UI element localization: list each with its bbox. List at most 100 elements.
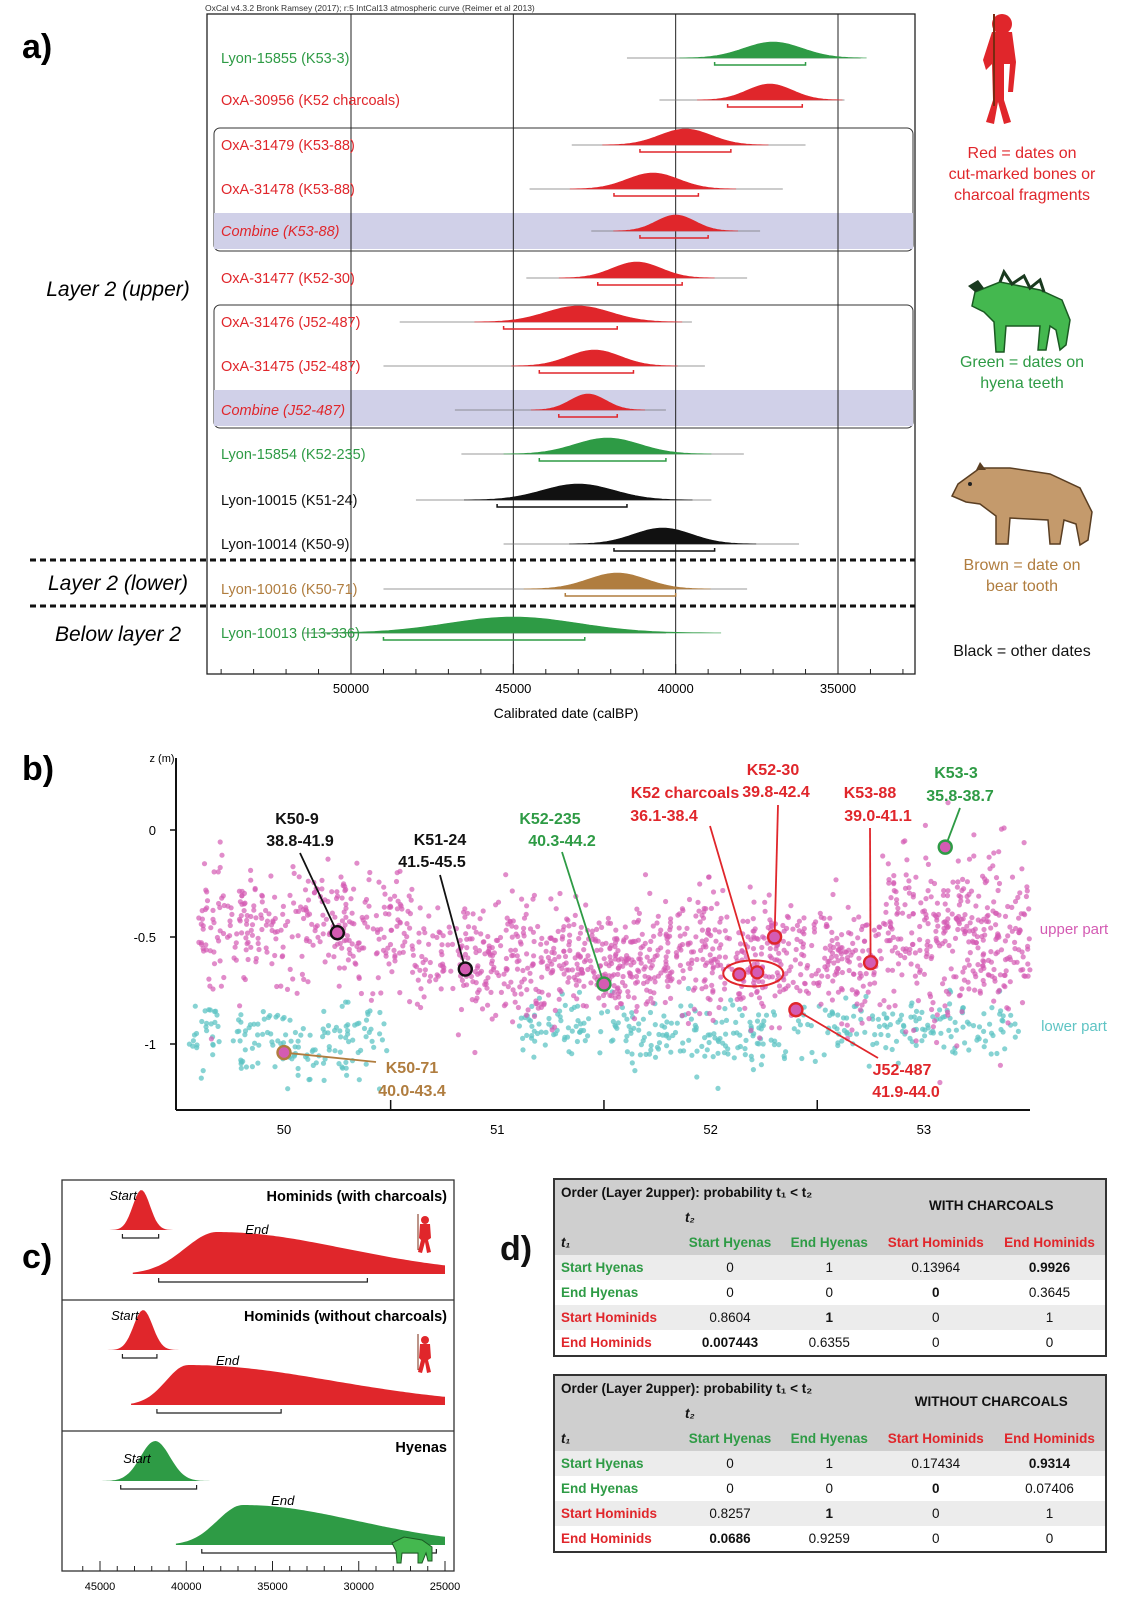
upper-part-point: [237, 918, 243, 924]
95-range-bracket: [502, 326, 618, 330]
upper-part-point: [815, 967, 822, 974]
lower-part-point: [575, 1003, 581, 1009]
upper-part-point: [892, 944, 898, 951]
upper-part-point: [960, 969, 966, 975]
upper-part-point: [426, 941, 432, 947]
upper-part-point: [356, 947, 362, 953]
upper-part-point: [724, 935, 730, 941]
upper-part-point: [383, 950, 389, 956]
table-cell: 1: [781, 1305, 878, 1330]
upper-part-point: [571, 974, 577, 981]
upper-part-point: [587, 958, 593, 964]
lower-part-point: [581, 1027, 587, 1034]
upper-part-point: [930, 1024, 937, 1030]
upper-part-point: [407, 911, 413, 917]
upper-part-point: [589, 928, 596, 934]
lower-part-point: [543, 1029, 549, 1035]
upper-part-point: [887, 919, 893, 925]
upper-part-point: [835, 989, 842, 995]
upper-part-point: [966, 962, 972, 968]
lower-part-point: [628, 1027, 634, 1033]
lower-part-point: [230, 1038, 236, 1044]
upper-part-point: [418, 986, 424, 992]
lower-part-point: [835, 1012, 841, 1018]
sample-label: OxA-31475 (J52-487): [221, 359, 360, 375]
upper-part-point: [935, 923, 941, 929]
upper-part-point: [358, 990, 364, 997]
end-range-bracket: [158, 1278, 368, 1283]
upper-part-point: [813, 919, 819, 925]
lower-part-point: [843, 995, 849, 1001]
upper-part-point: [1021, 840, 1027, 846]
upper-part-point: [839, 969, 846, 976]
upper-part-point: [282, 922, 289, 929]
upper-part-point: [491, 950, 497, 956]
lower-part-point: [656, 1040, 663, 1046]
lower-part-point: [795, 1029, 801, 1035]
upper-part-point: [345, 957, 351, 963]
upper-part-point: [341, 965, 347, 971]
upper-part-point: [915, 963, 921, 969]
upper-part-point: [899, 972, 905, 978]
upper-part-point: [991, 998, 997, 1004]
upper-part-point: [430, 933, 436, 939]
lower-part-point: [238, 1012, 244, 1018]
lower-part-point: [339, 1003, 345, 1009]
95-range-bracket: [496, 504, 628, 508]
lower-part-point: [268, 1031, 274, 1037]
upper-part-point: [710, 889, 717, 895]
upper-part-point: [419, 953, 425, 960]
upper-part-point: [927, 943, 933, 949]
lower-part-point: [295, 1072, 301, 1078]
upper-part-point: [635, 917, 642, 923]
upper-part-point: [221, 974, 227, 981]
sample-range: 35.8-38.7: [926, 788, 994, 805]
lower-part-point: [835, 1040, 841, 1046]
upper-part-point: [713, 938, 719, 944]
lower-part-point: [210, 1042, 216, 1048]
upper-part-point: [525, 1007, 531, 1013]
lower-part-point: [655, 1046, 662, 1052]
lower-part-point: [805, 1021, 811, 1028]
upper-part-point: [471, 925, 477, 931]
lower-part-point: [759, 1022, 765, 1028]
upper-part-point: [955, 879, 961, 885]
upper-part-point: [623, 960, 629, 966]
upper-part-point: [553, 906, 559, 912]
upper-part-point: [414, 1001, 420, 1007]
upper-part-point: [722, 980, 728, 986]
panel-c-frame: [61, 1179, 455, 1572]
upper-part-point: [750, 916, 756, 922]
upper-part-point: [682, 931, 688, 937]
upper-part-point: [397, 990, 403, 996]
lower-part-point: [363, 1034, 369, 1040]
x-tick-label: 50: [277, 1122, 291, 1137]
upper-part-point: [501, 971, 507, 977]
upper-part-point: [839, 956, 845, 962]
upper-part-point: [699, 927, 706, 933]
upper-part-point: [565, 979, 571, 985]
lower-part-point: [831, 1024, 838, 1030]
upper-part-point: [1012, 939, 1018, 946]
upper-part-point: [760, 979, 766, 985]
upper-part-point: [707, 1010, 713, 1017]
upper-part-point: [422, 967, 428, 973]
upper-part-point: [278, 927, 284, 933]
upper-part-point: [633, 973, 640, 980]
lower-part-point: [960, 1024, 966, 1030]
upper-part-point: [638, 960, 644, 966]
lower-part-point: [735, 1045, 741, 1051]
x-tick-label: 35000: [820, 681, 856, 696]
upper-part-point: [473, 929, 479, 935]
x-tick-label: 40000: [658, 681, 694, 696]
sample-label: OxA-31479 (K53-88): [221, 138, 355, 154]
charcoal-ellipse: [722, 959, 785, 988]
upper-part-point: [378, 926, 384, 932]
upper-part-point: [716, 1004, 722, 1011]
lower-part-point: [574, 1038, 581, 1045]
sample-marker: [937, 839, 953, 855]
upper-part-point: [617, 1001, 624, 1007]
upper-part-point: [850, 940, 856, 947]
upper-part-point: [698, 947, 704, 954]
upper-part-point: [1015, 894, 1021, 901]
